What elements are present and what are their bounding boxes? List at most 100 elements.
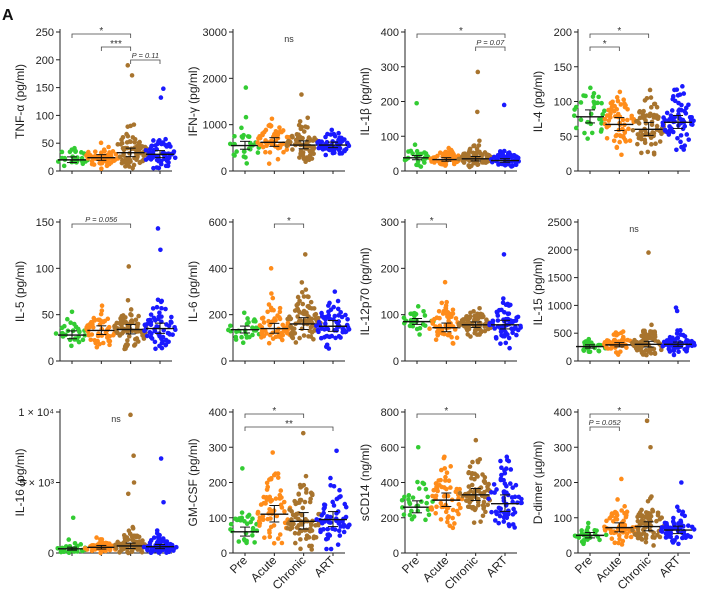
data-point xyxy=(445,493,451,499)
data-point xyxy=(406,493,412,498)
y-tick-label: 300 xyxy=(209,442,227,454)
data-point xyxy=(497,513,503,519)
data-point xyxy=(454,486,460,492)
data-point xyxy=(432,156,438,161)
data-point xyxy=(442,310,448,316)
x-tick-label-art: ART xyxy=(656,553,683,580)
data-point xyxy=(267,477,272,482)
data-point xyxy=(261,500,267,506)
data-point xyxy=(70,515,76,521)
data-point xyxy=(438,517,444,522)
data-point xyxy=(138,145,143,151)
data-point xyxy=(298,528,304,534)
data-point xyxy=(305,156,311,161)
data-point xyxy=(269,116,275,122)
data-point xyxy=(155,297,161,303)
data-point xyxy=(257,515,263,521)
significance-bracket xyxy=(416,223,447,228)
data-point xyxy=(457,490,463,496)
data-point xyxy=(444,299,449,305)
x-tick-label-art: ART xyxy=(311,553,338,580)
data-point xyxy=(508,481,513,486)
data-point xyxy=(268,524,274,530)
data-point xyxy=(304,310,309,315)
data-point xyxy=(672,98,678,104)
data-point xyxy=(132,140,138,145)
ns-label: ns xyxy=(284,34,294,44)
data-point xyxy=(478,485,484,490)
data-point xyxy=(154,304,160,310)
group-art xyxy=(660,305,697,358)
data-point xyxy=(480,513,486,519)
data-point xyxy=(684,348,689,354)
data-point xyxy=(506,335,512,341)
data-point xyxy=(151,138,156,143)
data-point xyxy=(151,147,157,153)
data-point xyxy=(617,89,623,95)
data-point xyxy=(499,307,504,313)
data-point xyxy=(277,305,283,311)
data-point xyxy=(620,329,626,334)
data-point xyxy=(501,519,507,524)
data-point xyxy=(643,539,649,545)
data-point xyxy=(585,340,590,345)
data-point xyxy=(106,144,111,150)
data-point xyxy=(585,136,590,141)
data-point xyxy=(300,430,306,436)
data-point xyxy=(102,318,108,324)
data-point xyxy=(637,522,643,527)
group-pre xyxy=(401,304,436,337)
data-point xyxy=(482,479,488,484)
data-point xyxy=(130,537,136,543)
data-point xyxy=(275,536,281,541)
data-point xyxy=(421,308,426,314)
data-point xyxy=(495,313,501,318)
data-point xyxy=(492,155,497,160)
data-point xyxy=(663,531,669,536)
data-point xyxy=(474,152,479,157)
data-point xyxy=(328,546,334,552)
data-point xyxy=(676,108,681,114)
data-point xyxy=(578,117,584,123)
data-point xyxy=(635,518,641,524)
data-point xyxy=(619,476,624,482)
data-point xyxy=(676,508,682,513)
ns-label: ns xyxy=(629,224,639,234)
data-point xyxy=(133,317,139,323)
data-point xyxy=(326,309,331,315)
data-point xyxy=(306,294,311,300)
data-point xyxy=(144,333,150,339)
data-point xyxy=(343,312,348,318)
data-point xyxy=(157,310,162,316)
data-point xyxy=(302,499,308,505)
data-point xyxy=(655,512,661,518)
data-point xyxy=(343,514,349,520)
data-point xyxy=(323,321,328,327)
data-point xyxy=(326,303,331,308)
y-tick-label: 0 xyxy=(566,548,572,560)
data-point xyxy=(492,518,498,523)
group-art xyxy=(315,127,352,158)
data-point xyxy=(659,131,664,137)
data-point xyxy=(248,519,254,525)
significance-label: * xyxy=(603,39,607,50)
data-point xyxy=(484,317,489,323)
data-point xyxy=(313,311,319,317)
significance-label: * xyxy=(617,406,621,417)
data-point xyxy=(650,130,655,135)
data-point xyxy=(435,332,440,338)
data-point xyxy=(400,505,405,510)
data-point xyxy=(410,151,415,156)
data-point xyxy=(442,163,448,168)
y-axis-title: IL-6 (pg/ml) xyxy=(186,261,200,322)
significance-bracket xyxy=(589,33,650,38)
data-point xyxy=(642,328,647,334)
data-point xyxy=(157,539,163,545)
data-point xyxy=(644,334,649,339)
data-point xyxy=(437,150,443,156)
significance-label: P = 0.056 xyxy=(85,215,118,224)
data-point xyxy=(303,124,308,129)
data-point xyxy=(234,517,240,523)
data-point xyxy=(585,520,591,526)
